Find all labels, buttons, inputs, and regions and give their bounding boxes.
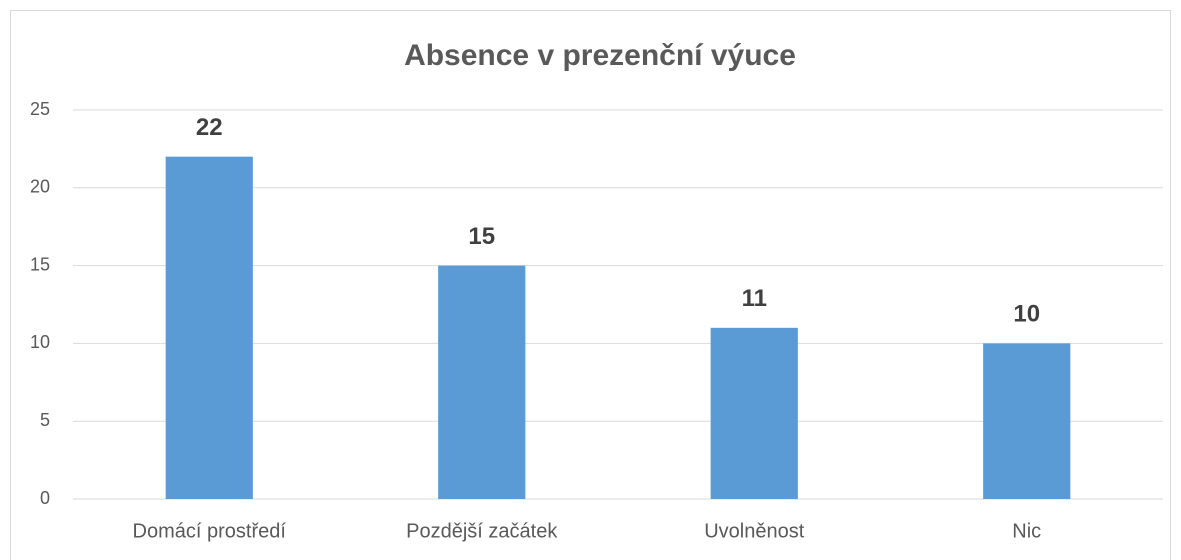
y-tick-label: 25 [30, 99, 50, 119]
y-tick-label: 0 [40, 488, 50, 508]
y-tick-label: 20 [30, 177, 50, 197]
data-label: 22 [196, 114, 223, 141]
y-tick-label: 10 [30, 332, 50, 352]
bar [438, 265, 526, 499]
data-label: 11 [742, 285, 767, 312]
bar [983, 343, 1071, 499]
x-tick-label: Nic [1012, 520, 1041, 542]
y-tick-label: 15 [30, 254, 50, 274]
data-label: 10 [1013, 301, 1040, 328]
bar [165, 156, 253, 499]
x-tick-label: Uvolněnost [704, 520, 805, 542]
bar [710, 327, 798, 499]
chart-title: Absence v prezenční výuce [404, 39, 796, 72]
data-label: 15 [468, 223, 495, 250]
x-tick-label: Domácí prostředí [133, 520, 287, 542]
y-tick-label: 5 [40, 410, 50, 430]
x-tick-label: Pozdější začátek [406, 520, 558, 542]
